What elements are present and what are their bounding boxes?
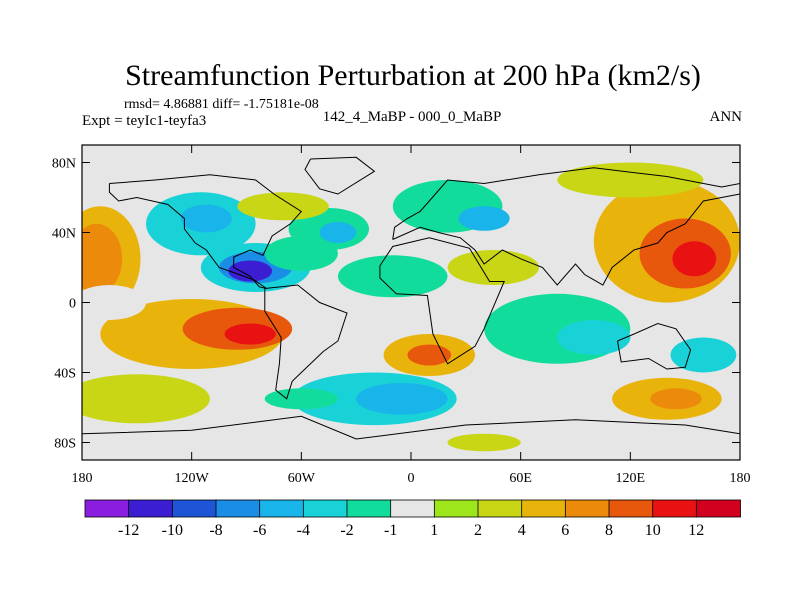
colorbar-swatch: [433, 499, 479, 518]
left-label: Expt = teyIc1-teyfa3: [82, 113, 206, 129]
field-blob-30: [650, 388, 702, 410]
x-tick-label: 180: [730, 471, 751, 486]
colorbar-swatch: [608, 499, 654, 518]
colorbar-label: -4: [297, 522, 310, 539]
right-label: ANN: [710, 109, 743, 125]
field-blob-18: [407, 344, 452, 366]
colorbar-label: -10: [162, 522, 183, 539]
y-tick-label: 80S: [54, 437, 76, 452]
coastlines: [82, 156, 740, 440]
field-blob-9: [319, 222, 357, 243]
plot-area: [82, 145, 740, 460]
colorbar-swatch: [521, 499, 567, 518]
colorbar-swatch: [128, 499, 174, 518]
x-tick-label: 60W: [288, 471, 316, 486]
coastline-greenland: [304, 156, 376, 195]
field-blob-28: [82, 285, 146, 320]
field-blob-33: [264, 388, 338, 410]
coastline-eurasia: [392, 167, 740, 286]
x-tick-label: 180: [72, 471, 93, 486]
stats-line: rmsd= 4.86881 diff= -1.75181e-08: [124, 97, 319, 112]
colorbar-label: -12: [118, 522, 139, 539]
x-tick-label: 60E: [509, 471, 532, 486]
field-contours: [82, 162, 740, 452]
colorbar-label: 10: [645, 522, 661, 539]
coastline-south-america: [264, 284, 348, 400]
y-tick-label: 40S: [54, 367, 76, 382]
colorbar-swatch: [652, 499, 698, 518]
x-tick-label: 120E: [616, 471, 646, 486]
colorbar-swatch: [695, 499, 741, 518]
field-blob-3: [180, 204, 232, 233]
colorbar-label: 4: [518, 522, 526, 539]
coastline-antarctica: [82, 415, 740, 440]
x-axis: 180 120W 60W 0 60E 120E 180: [72, 145, 751, 486]
field-blob-19: [337, 255, 448, 298]
field-blob-1: [82, 223, 123, 294]
colorbar-swatch: [84, 499, 130, 518]
x-tick-label: 0: [408, 471, 415, 486]
field-blob-21: [458, 206, 510, 231]
field-blob-34: [447, 433, 521, 452]
colorbar-swatch: [564, 499, 610, 518]
field-blob-6: [228, 260, 273, 282]
colorbar-swatch: [259, 499, 305, 518]
colorbar-swatch: [346, 499, 392, 518]
colorbar-label: 2: [474, 522, 482, 539]
colorbar-label: 1: [430, 522, 438, 539]
y-axis: 80N 40N 0 40S 80S: [52, 157, 740, 452]
y-tick-label: 40N: [52, 227, 76, 242]
colorbar-swatch: [171, 499, 217, 518]
colorbar-swatch: [390, 499, 436, 518]
field-blob-13: [224, 323, 276, 345]
colorbar-swatch: [215, 499, 261, 518]
x-tick-label: 120W: [175, 471, 210, 486]
field-blob-31: [670, 337, 737, 373]
field-blob-24: [557, 320, 631, 355]
colorbar-label: -1: [384, 522, 397, 539]
coastline-australia: [617, 322, 692, 370]
colorbar-label: -6: [253, 522, 266, 539]
colorbar-label: 8: [605, 522, 613, 539]
colorbar-swatch: [477, 499, 523, 518]
coastline-africa: [379, 237, 505, 365]
field-blob-22: [447, 250, 539, 285]
field-blob-32: [557, 162, 704, 198]
colorbar: -12 -10 -8 -6 -4 -2 -1 1 2 4 6 8 10 12: [84, 499, 741, 539]
field-blob-10: [237, 192, 329, 221]
colorbar-label: -2: [340, 522, 353, 539]
field-blob-16: [356, 383, 448, 415]
colorbar-swatch: [302, 499, 348, 518]
center-label: 142_4_MaBP - 000_0_MaBP: [323, 109, 502, 125]
colorbar-label: 12: [688, 522, 704, 539]
coastline-north-america: [108, 174, 303, 289]
field-blob-27: [672, 241, 717, 277]
colorbar-label: 6: [561, 522, 569, 539]
colorbar-label: -8: [209, 522, 222, 539]
y-tick-label: 80N: [52, 157, 76, 172]
y-tick-label: 0: [69, 297, 76, 312]
field-blob-14: [82, 374, 210, 424]
chart-title: Streamfunction Perturbation at 200 hPa (…: [125, 59, 701, 92]
